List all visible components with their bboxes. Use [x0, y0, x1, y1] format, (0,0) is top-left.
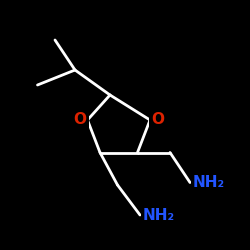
Text: O: O: [73, 112, 86, 128]
Text: NH₂: NH₂: [192, 175, 224, 190]
Text: NH₂: NH₂: [142, 208, 175, 222]
Text: O: O: [151, 112, 164, 128]
